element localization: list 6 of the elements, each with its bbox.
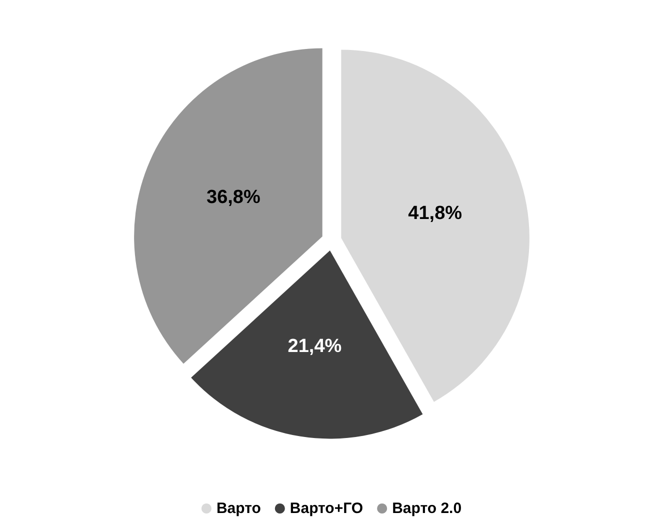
data-label: 36,8% [206,186,260,208]
legend-label: Варто 2.0 [392,500,462,517]
legend-label: Варто+ГО [290,500,364,517]
legend-label: Варто [216,500,261,517]
data-label: 21,4% [288,336,342,357]
data-label: 41,8% [408,202,462,224]
